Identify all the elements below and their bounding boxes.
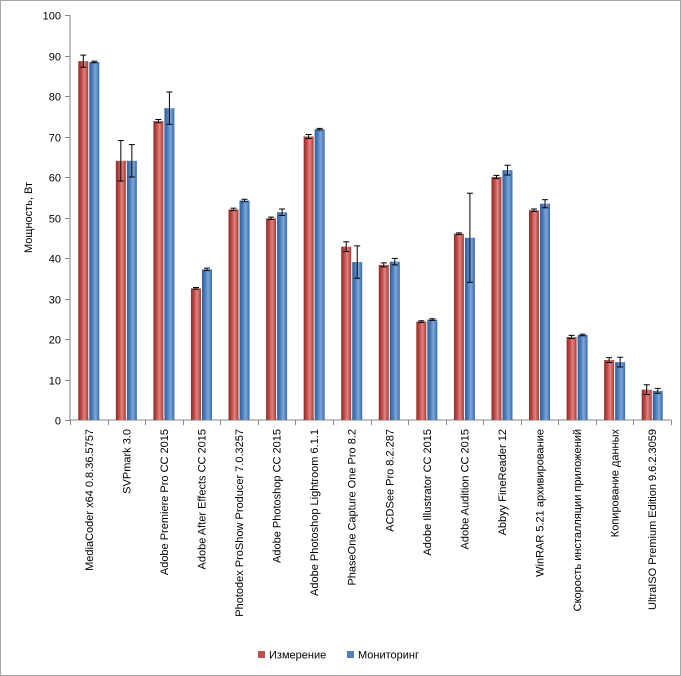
bar-monitoring bbox=[89, 61, 100, 420]
bar-measurement bbox=[491, 177, 502, 420]
legend-label-monitoring: Мониторинг bbox=[358, 650, 419, 662]
category-label: Adobe Illustrator CC 2015 bbox=[422, 429, 434, 556]
bar-monitoring bbox=[389, 261, 400, 420]
bar-measurement bbox=[604, 360, 615, 420]
legend: Измерение Мониторинг bbox=[258, 650, 419, 662]
y-tick-label: 100 bbox=[43, 11, 61, 23]
bar-measurement bbox=[566, 336, 577, 420]
labels: 0 10 20 30 40 50 60 70 80 90 100 Мощность, Вт MediaC… bbox=[23, 11, 659, 617]
bar-monitoring bbox=[464, 237, 475, 420]
bar-monitoring bbox=[352, 262, 363, 420]
category-label: ACDSee Pro 8.2.287 bbox=[384, 429, 396, 532]
bar-measurement bbox=[78, 61, 89, 421]
category-label: Копирование данных bbox=[610, 429, 622, 538]
bar-measurement bbox=[341, 246, 352, 420]
y-tick-label: 60 bbox=[49, 173, 61, 185]
category-label: Adobe After Effects CC 2015 bbox=[196, 429, 208, 569]
category-label: Photodex ProShow Producer 7.0.3257 bbox=[234, 429, 246, 617]
bar-monitoring bbox=[427, 319, 438, 420]
bar-measurement bbox=[453, 233, 464, 420]
bar-monitoring bbox=[540, 203, 551, 420]
bar-monitoring bbox=[277, 212, 288, 420]
bar-monitoring bbox=[652, 390, 663, 420]
bar-measurement bbox=[153, 121, 164, 421]
bars bbox=[78, 61, 663, 421]
bar-monitoring bbox=[201, 269, 212, 420]
category-label: Скорость инсталляции приложений bbox=[572, 429, 584, 611]
bar-measurement bbox=[303, 136, 314, 420]
category-label: SVPmark 3.0 bbox=[121, 429, 133, 494]
y-tick-label: 90 bbox=[49, 52, 61, 64]
y-tick-label: 40 bbox=[49, 254, 61, 266]
bar-monitoring bbox=[126, 160, 137, 421]
category-label: UltraISO Premium Edition 9.6.2.3059 bbox=[647, 429, 659, 610]
bar-monitoring bbox=[502, 170, 513, 420]
bar-measurement bbox=[529, 210, 540, 420]
category-label: MediaCoder x64 0.8.36.5757 bbox=[84, 429, 96, 571]
bar-monitoring bbox=[239, 200, 250, 420]
category-label: Adobe Premiere Pro CC 2015 bbox=[159, 429, 171, 575]
bar-monitoring bbox=[577, 334, 588, 420]
bar-measurement bbox=[190, 288, 201, 420]
y-tick-label: 80 bbox=[49, 92, 61, 104]
category-label: WinRAR 5.21 архивирование bbox=[535, 429, 547, 577]
y-tick-label: 20 bbox=[49, 335, 61, 347]
bar-measurement bbox=[416, 321, 427, 420]
bar-measurement bbox=[266, 218, 277, 420]
bar-measurement bbox=[115, 160, 126, 421]
bar-monitoring bbox=[314, 129, 325, 420]
legend-swatch-measurement bbox=[258, 651, 265, 658]
category-label: PhaseOne Capture One Pro 8.2 bbox=[347, 429, 359, 586]
error-bars bbox=[80, 54, 661, 395]
bar-monitoring bbox=[615, 362, 626, 420]
bar-measurement bbox=[641, 389, 652, 420]
y-tick-label: 70 bbox=[49, 133, 61, 145]
y-tick-label: 10 bbox=[49, 376, 61, 388]
y-tick-label: 50 bbox=[49, 214, 61, 226]
category-label: Abbyy FineReader 12 bbox=[497, 429, 509, 535]
bar-measurement bbox=[378, 264, 389, 420]
y-axis-title: Мощность, Вт bbox=[23, 182, 35, 253]
bar-monitoring bbox=[164, 108, 175, 421]
category-label: Adobe Audition CC 2015 bbox=[459, 429, 471, 549]
bar-measurement bbox=[228, 209, 239, 420]
y-tick-label: 0 bbox=[55, 416, 61, 428]
legend-label-measurement: Измерение bbox=[269, 650, 326, 662]
category-label: Adobe Photoshop Lightroom 6.1.1 bbox=[309, 429, 321, 596]
category-label: Adobe Photoshop CC 2015 bbox=[272, 429, 284, 563]
y-tick-label: 30 bbox=[49, 295, 61, 307]
legend-swatch-monitoring bbox=[347, 651, 354, 658]
